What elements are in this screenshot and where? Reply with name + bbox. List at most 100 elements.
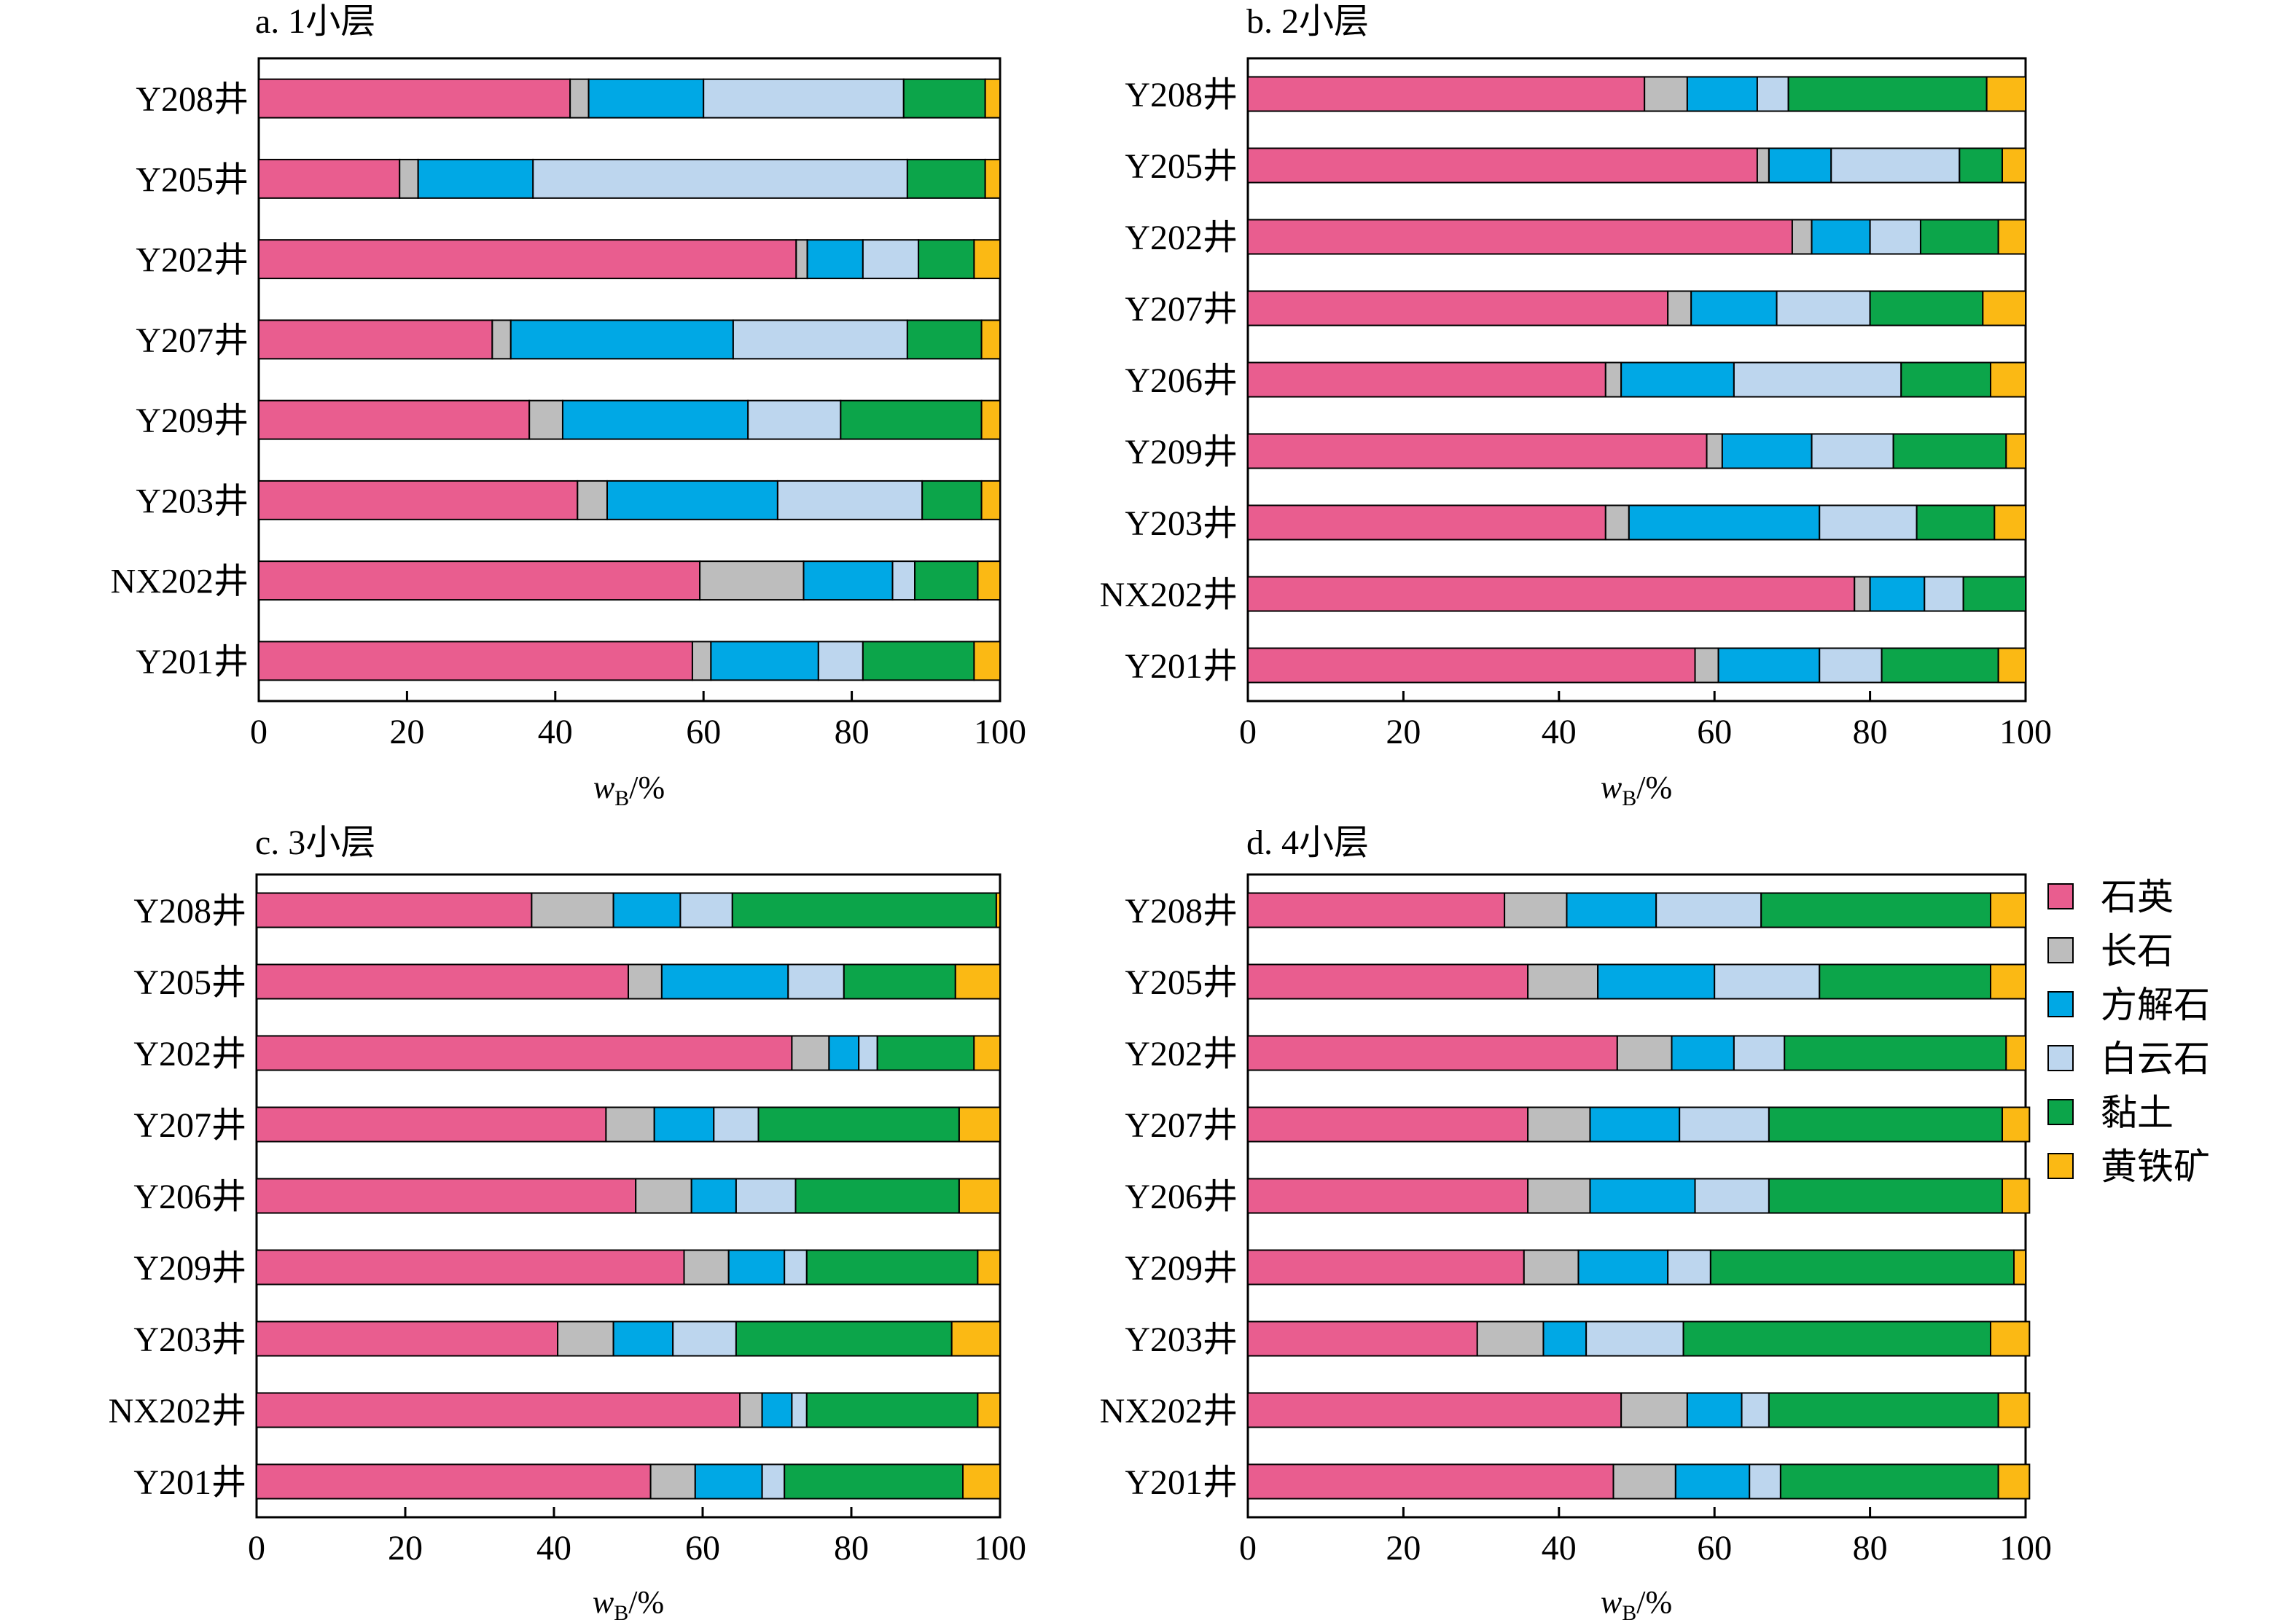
bar-segment <box>256 1463 652 1500</box>
category-labels: Y208井 Y205井 Y202井 Y207井 Y206井 Y209井 Y203井 NX202… <box>109 892 246 1502</box>
bar-segment <box>1819 647 1883 684</box>
bar-segment <box>694 1463 763 1500</box>
bar-segment <box>1247 76 1646 112</box>
bar-segment <box>906 319 983 360</box>
x-tick-label: 80 <box>835 713 870 751</box>
bar-segment <box>843 963 956 1000</box>
bar-segment <box>1667 1249 1711 1286</box>
bar-segment <box>1527 1106 1591 1143</box>
legend-swatch <box>2047 1153 2074 1179</box>
bar-segment <box>1997 647 2027 684</box>
bar-segment <box>731 892 997 928</box>
bar-segment <box>1247 576 1856 612</box>
x-axis-label-suffix: /% <box>1636 1584 1672 1620</box>
category-label: Y208井 <box>1125 76 1238 114</box>
bar-segment <box>258 78 571 119</box>
category-label: Y202井 <box>136 241 249 280</box>
bar-segment <box>649 1463 696 1500</box>
panel-title: a. 1小层 <box>255 2 375 41</box>
x-axis-label-suffix: /% <box>1636 770 1672 805</box>
bar-segment <box>1997 1463 2031 1500</box>
category-label: Y206井 <box>133 1178 246 1216</box>
bar-segment <box>984 78 1001 119</box>
bar-segment <box>557 1320 614 1357</box>
category-label: Y209井 <box>1125 1249 1238 1288</box>
x-tick-label: 60 <box>685 1529 720 1568</box>
stacked-bars <box>1247 892 2031 1500</box>
bar-segment <box>977 1392 1001 1428</box>
bar-segment <box>1585 1320 1684 1357</box>
bar-segment <box>918 239 975 280</box>
bar-segment <box>1919 219 1999 255</box>
category-label: NX202井 <box>109 1392 246 1431</box>
bar-segment <box>2005 1035 2026 1071</box>
bar-segment <box>1504 892 1568 928</box>
bar-segment <box>761 1392 793 1428</box>
category-label: Y201井 <box>1125 647 1238 686</box>
bar-segment <box>980 319 1001 360</box>
category-label: Y202井 <box>133 1035 246 1073</box>
panel-title: b. 2小层 <box>1246 2 1369 41</box>
bar-segment <box>683 1249 730 1286</box>
bar-segment <box>1733 361 1902 398</box>
bar-segment <box>1916 504 1996 541</box>
bar-segment <box>635 1178 692 1214</box>
bar-segment <box>256 1392 741 1428</box>
bar-segment <box>1247 361 1606 398</box>
category-label: NX202井 <box>1100 1392 1238 1431</box>
bar-segment <box>1768 1106 2003 1143</box>
bar-segment <box>891 560 916 601</box>
bar-segment <box>1690 290 1778 326</box>
bar-segment <box>973 641 1001 681</box>
bar-segment <box>699 560 805 601</box>
bar-segment <box>1721 433 1813 469</box>
bar-segment <box>757 1106 960 1143</box>
category-label: Y203井 <box>1125 1320 1238 1359</box>
legend-item: 方解石 <box>2047 985 2210 1025</box>
bar-segment <box>1247 647 1696 684</box>
x-tick-label: 20 <box>389 713 424 751</box>
bar-segment <box>1523 1249 1580 1286</box>
bar-segment <box>1756 76 1789 112</box>
bar-segment <box>1674 1463 1751 1500</box>
bar-segment <box>1247 1463 1614 1500</box>
panel-title: c. 3小层 <box>255 823 375 862</box>
stacked-bars <box>258 78 1001 681</box>
x-tick-label: 20 <box>1386 713 1421 751</box>
category-label: Y205井 <box>133 963 246 1002</box>
bar-segment <box>784 1249 808 1286</box>
bar-segment <box>1989 963 2027 1000</box>
category-label: Y205井 <box>1125 147 1238 186</box>
bar-segment <box>1577 1249 1669 1286</box>
bar-segment <box>561 399 749 440</box>
bar-segment <box>980 399 1001 440</box>
bar-segment <box>805 1249 979 1286</box>
category-label: Y202井 <box>1125 1035 1238 1073</box>
x-tick-label: 40 <box>536 1529 571 1568</box>
bar-segment <box>727 1249 786 1286</box>
bar-segment <box>1997 219 2027 255</box>
bar-segment <box>1247 1178 1529 1214</box>
category-label: Y203井 <box>133 1320 246 1359</box>
bar-segment <box>690 1178 737 1214</box>
x-axis: 0 20 40 60 80 100 <box>250 691 1026 751</box>
bar-segment <box>735 1320 953 1357</box>
bar-segment <box>747 399 842 440</box>
category-label: Y208井 <box>1125 892 1238 931</box>
bar-segment <box>862 239 920 280</box>
bar-segment <box>1620 1392 1688 1428</box>
bar-segment <box>258 158 401 199</box>
bar-segment <box>399 158 419 199</box>
bar-segment <box>1768 1178 2003 1214</box>
bar-segment <box>1900 361 1991 398</box>
category-label: Y206井 <box>1125 361 1238 400</box>
bar-segment <box>1709 1249 2015 1286</box>
bar-segment <box>1476 1320 1545 1357</box>
bar-segment <box>672 1320 737 1357</box>
bar-segment <box>691 641 712 681</box>
legend-item: 黄铁矿 <box>2047 1146 2210 1187</box>
bar-segment <box>995 892 1001 928</box>
bar-segment <box>973 239 1001 280</box>
bar-segment <box>1527 963 1599 1000</box>
